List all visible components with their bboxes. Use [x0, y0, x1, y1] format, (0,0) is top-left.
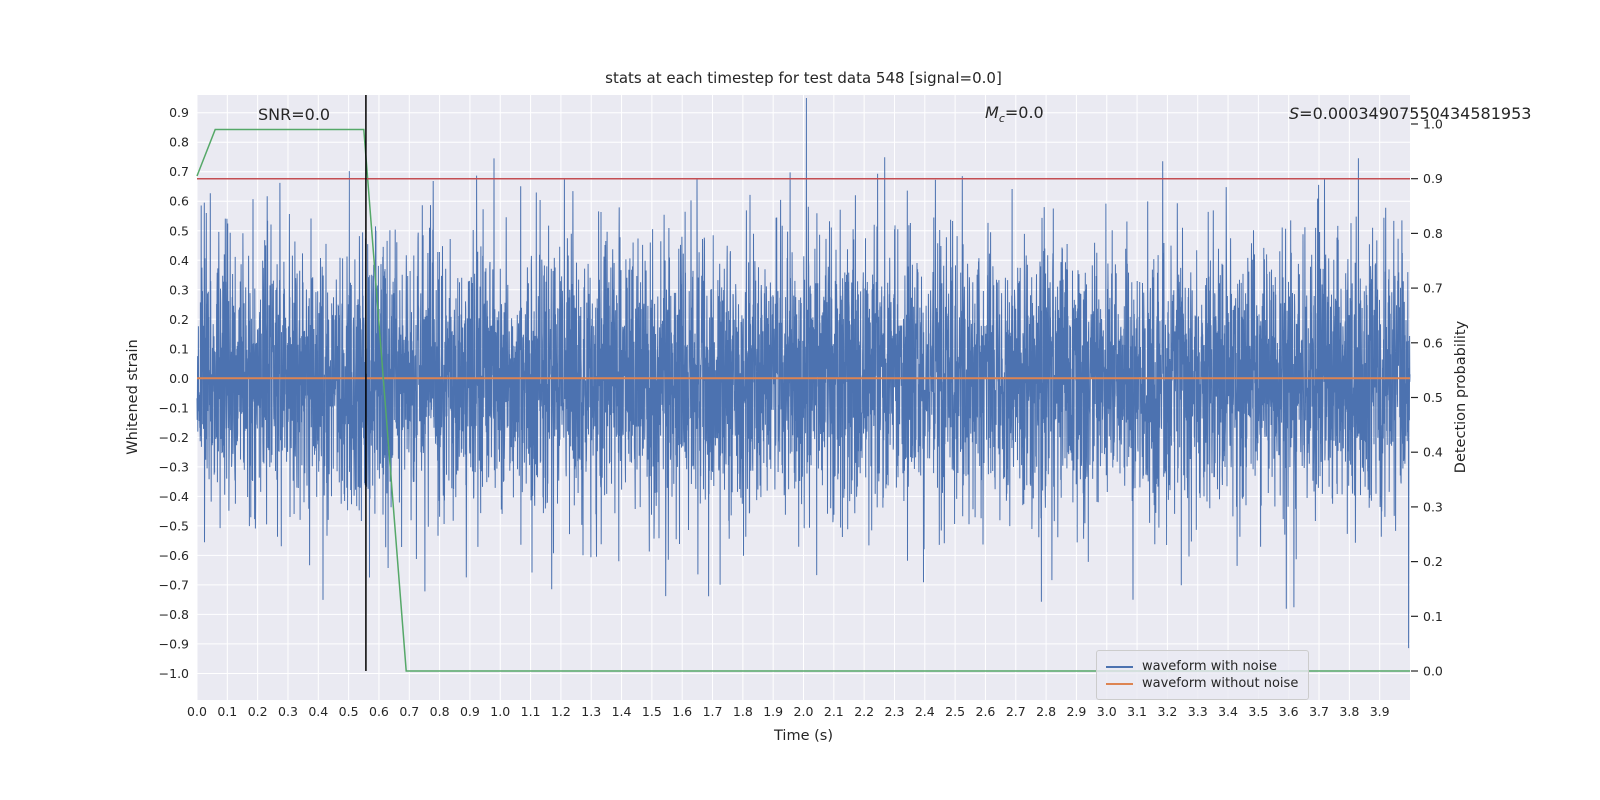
- annotation-snr: SNR=0.0: [258, 105, 331, 124]
- legend-label: waveform without noise: [1142, 676, 1299, 691]
- y-tick-label-right: 0.0: [1423, 664, 1443, 679]
- x-tick-label: 1.2: [551, 704, 571, 719]
- y-tick-label-left: −0.2: [159, 430, 189, 445]
- annotation-chirp-mass: Mc=0.0: [985, 103, 1044, 125]
- annotation-s-statistic: S=0.00034907550434581953: [1289, 104, 1531, 123]
- y-tick-label-right: 1.0: [1423, 116, 1443, 131]
- x-tick-label: 0.0: [187, 704, 207, 719]
- legend-item-waveform-with-noise: waveform with noise: [1106, 659, 1298, 674]
- x-tick-label: 3.5: [1248, 704, 1268, 719]
- x-tick-label: 3.4: [1218, 704, 1238, 719]
- chirp-mass-value: =0.0: [1004, 103, 1044, 122]
- x-tick-label: 0.5: [339, 704, 359, 719]
- x-tick-label: 3.2: [1157, 704, 1177, 719]
- y-tick-label-right: 0.5: [1423, 390, 1443, 405]
- x-tick-label: 0.3: [278, 704, 298, 719]
- y-tick-label-right: 0.6: [1423, 335, 1443, 350]
- x-tick-label: 3.7: [1309, 704, 1329, 719]
- x-tick-label: 3.1: [1127, 704, 1147, 719]
- chart-title: stats at each timestep for test data 548…: [605, 69, 1002, 87]
- x-tick-label: 2.3: [885, 704, 905, 719]
- y-tick-label-right: 0.4: [1423, 445, 1443, 460]
- x-tick-label: 0.6: [369, 704, 389, 719]
- x-tick-label: 0.8: [430, 704, 450, 719]
- x-tick-label: 0.1: [217, 704, 237, 719]
- x-tick-label: 1.5: [642, 704, 662, 719]
- y-tick-label-left: −0.3: [159, 459, 189, 474]
- y-tick-label-left: 0.7: [169, 164, 189, 179]
- legend-line-sample-orange: [1106, 682, 1133, 685]
- x-tick-label: 2.8: [1036, 704, 1056, 719]
- series-detection-probability: [196, 128, 1410, 672]
- s-value: =0.00034907550434581953: [1299, 104, 1532, 123]
- y-tick-label-right: 0.7: [1423, 281, 1443, 296]
- x-tick-label: 2.6: [976, 704, 996, 719]
- x-tick-label: 0.2: [248, 704, 268, 719]
- y-tick-label-right: 0.9: [1423, 171, 1443, 186]
- y-tick-label-left: −0.1: [159, 400, 189, 415]
- y-axis-label-left: Whitened strain: [125, 339, 141, 455]
- y-tick-label-left: −0.8: [159, 607, 189, 622]
- x-tick-label: 0.9: [460, 704, 480, 719]
- x-tick-label: 1.6: [672, 704, 692, 719]
- x-tick-label: 3.0: [1097, 704, 1117, 719]
- x-tick-label: 3.8: [1339, 704, 1359, 719]
- x-tick-label: 0.4: [308, 704, 328, 719]
- chirp-mass-subscript: c: [998, 112, 1005, 126]
- x-tick-label: 0.7: [399, 704, 419, 719]
- y-tick-label-right: 0.8: [1423, 226, 1443, 241]
- x-tick-label: 1.9: [763, 704, 783, 719]
- x-tick-label: 2.2: [854, 704, 874, 719]
- y-tick-label-left: −1.0: [159, 666, 189, 681]
- x-tick-label: 1.3: [581, 704, 601, 719]
- x-tick-label: 1.4: [612, 704, 632, 719]
- x-tick-label: 2.7: [1006, 704, 1026, 719]
- y-tick-label-right: 0.3: [1423, 499, 1443, 514]
- y-tick-label-left: −0.9: [159, 636, 189, 651]
- y-tick-label-left: 0.2: [169, 312, 189, 327]
- x-tick-label: 2.5: [945, 704, 965, 719]
- x-tick-label: 2.4: [915, 704, 935, 719]
- x-tick-label: 1.1: [521, 704, 541, 719]
- y-tick-label-left: −0.5: [159, 518, 189, 533]
- x-tick-label: 3.6: [1279, 704, 1299, 719]
- y-tick-label-right: 0.1: [1423, 609, 1443, 624]
- y-tick-label-left: −0.6: [159, 548, 189, 563]
- legend-line-sample-blue: [1106, 665, 1133, 668]
- y-tick-label-left: 0.1: [169, 341, 189, 356]
- s-symbol: S: [1289, 104, 1300, 123]
- x-axis-label: Time (s): [774, 728, 833, 744]
- y-tick-label-left: 0.4: [169, 253, 189, 268]
- x-tick-label: 1.7: [703, 704, 723, 719]
- x-tick-label: 2.0: [794, 704, 814, 719]
- legend: waveform with noise waveform without noi…: [1096, 650, 1310, 700]
- x-tick-label: 3.3: [1188, 704, 1208, 719]
- x-tick-label: 1.0: [490, 704, 510, 719]
- x-tick-label: 1.8: [733, 704, 753, 719]
- x-tick-label: 2.9: [1066, 704, 1086, 719]
- y-tick-label-left: 0.0: [169, 371, 189, 386]
- legend-label: waveform with noise: [1142, 659, 1278, 674]
- x-tick-label: 3.9: [1370, 704, 1390, 719]
- y-tick-label-left: −0.4: [159, 489, 189, 504]
- y-tick-label-left: −0.7: [159, 577, 189, 592]
- y-tick-label-left: 0.8: [169, 135, 189, 150]
- x-tick-label: 2.1: [824, 704, 844, 719]
- y-tick-label-left: 0.5: [169, 223, 189, 238]
- y-tick-label-left: 0.6: [169, 194, 189, 209]
- legend-item-waveform-without-noise: waveform without noise: [1106, 676, 1298, 691]
- chirp-mass-symbol: M: [985, 103, 999, 122]
- y-tick-label-left: 0.9: [169, 105, 189, 120]
- y-tick-label-right: 0.2: [1423, 554, 1443, 569]
- y-axis-label-right: Detection probability: [1453, 320, 1469, 474]
- series-waveform-with-noise: [196, 97, 1411, 649]
- y-tick-label-left: 0.3: [169, 282, 189, 297]
